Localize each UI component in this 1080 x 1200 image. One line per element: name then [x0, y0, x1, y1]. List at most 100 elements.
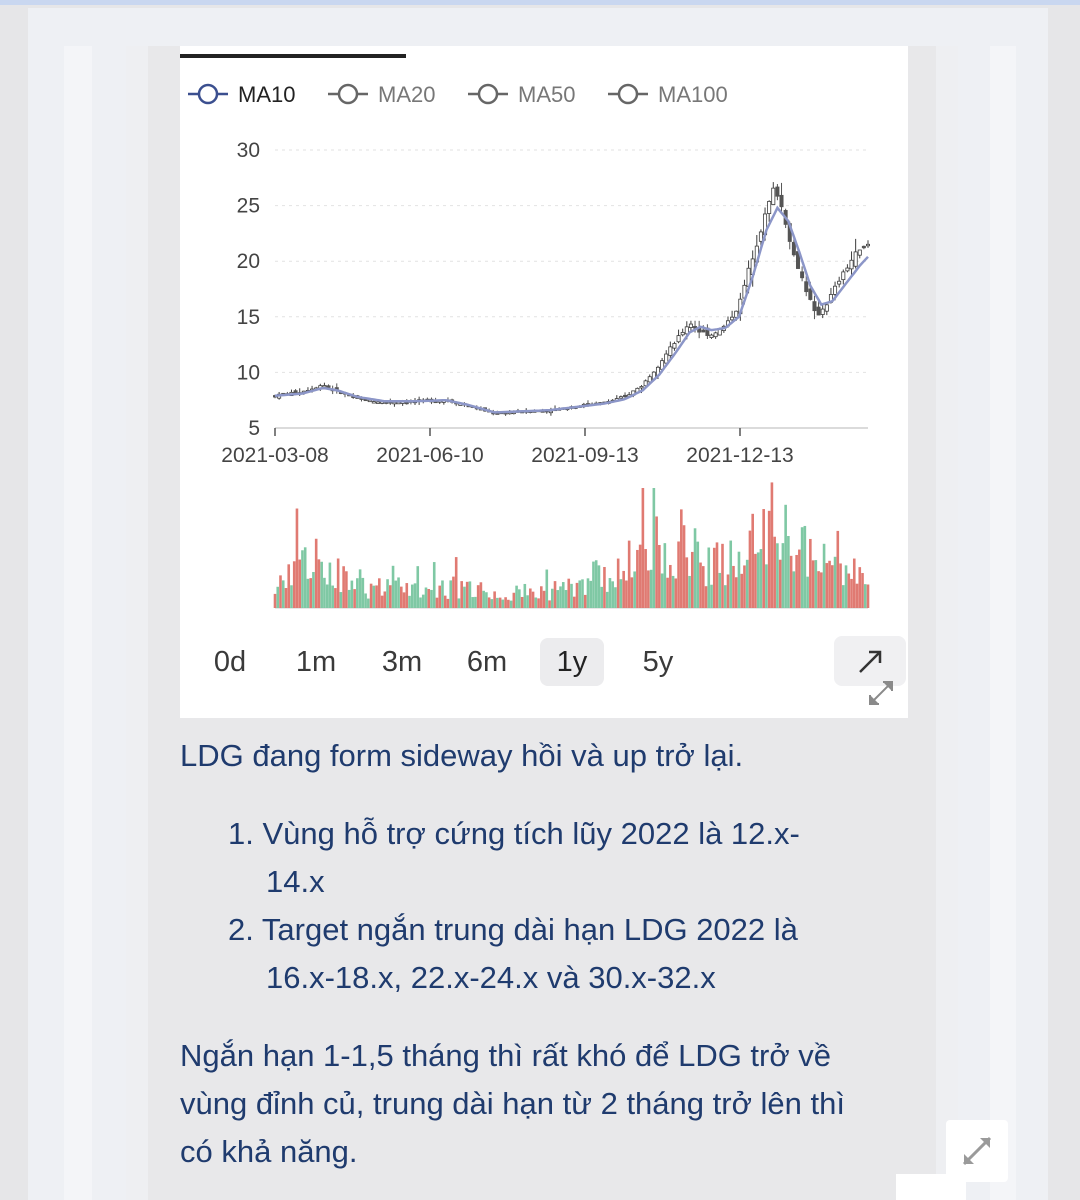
resize-arrows-icon[interactable] — [866, 678, 896, 708]
volume-bar — [718, 572, 722, 608]
x-tick-label: 2021-12-13 — [686, 444, 793, 467]
candle-body — [866, 243, 871, 247]
volume-bar — [416, 566, 420, 608]
range-button-5y[interactable]: 5y — [642, 646, 674, 678]
volume-bar — [858, 567, 862, 608]
volume-bar — [570, 583, 573, 608]
candle-body — [293, 390, 298, 394]
volume-bar — [323, 577, 326, 608]
candle-body — [623, 394, 628, 398]
legend-item-ma20[interactable]: MA20 — [328, 82, 435, 107]
volume-bar — [430, 589, 433, 608]
volume-bar — [625, 580, 628, 608]
candle-body — [375, 401, 380, 404]
volume-bar — [501, 599, 505, 608]
volume-bar — [369, 583, 373, 608]
candle-body — [680, 331, 685, 336]
candle-body — [693, 326, 698, 329]
volume-bar — [852, 558, 856, 608]
volume-bar — [367, 598, 370, 608]
volume-bar — [669, 564, 672, 608]
volume-bar — [636, 549, 639, 608]
volume-bar — [682, 525, 686, 608]
volume-bar — [550, 588, 554, 608]
range-button-0d[interactable]: 0d — [213, 646, 247, 678]
candle-body — [647, 376, 652, 383]
volume-bar — [658, 544, 661, 608]
candle-body — [664, 353, 669, 364]
candle-body — [371, 401, 376, 404]
volume-bar — [405, 583, 409, 608]
volume-bar — [325, 584, 329, 608]
volume-bar — [614, 587, 617, 608]
candle-body — [668, 346, 673, 356]
volume-bar — [798, 549, 801, 608]
volume-bar — [594, 560, 598, 608]
volume-bar — [413, 583, 417, 608]
legend-item-ma100[interactable]: MA100 — [608, 82, 728, 107]
range-button-3m[interactable]: 3m — [381, 646, 423, 678]
volume-bar — [778, 559, 782, 608]
volume-bar — [540, 586, 543, 608]
volume-bar — [468, 581, 472, 608]
volume-bar — [770, 482, 774, 608]
expand-arrow-icon — [859, 650, 882, 673]
fullscreen-button[interactable] — [946, 1120, 1008, 1182]
volume-bar — [350, 580, 354, 608]
post-outro-line-2: vùng đỉnh củ, trung dài hạn từ 2 tháng t… — [180, 1086, 845, 1121]
volume-bar — [537, 598, 540, 608]
candle-body — [767, 200, 772, 214]
volume-bar — [509, 600, 513, 608]
expand-chart-button[interactable] — [834, 636, 906, 686]
candle-body — [804, 281, 809, 293]
volume-bar — [729, 540, 733, 608]
volume-bar — [712, 547, 716, 608]
volume-bar — [756, 552, 760, 608]
volume-bar — [309, 578, 312, 608]
volume-bar — [523, 583, 527, 608]
volume-bar — [476, 585, 480, 608]
volume-bar — [820, 572, 823, 608]
y-axis: 30 25 20 15 10 5 — [237, 139, 260, 440]
volume-bar — [773, 536, 776, 608]
legend-marker-icon — [197, 83, 219, 105]
volume-bar — [715, 542, 719, 608]
volume-bar — [789, 555, 793, 608]
range-button-1y[interactable]: 1y — [540, 638, 604, 686]
candle-body — [639, 386, 644, 389]
volume-bar — [732, 565, 735, 608]
left-strip — [64, 46, 92, 1200]
legend-item-ma10[interactable]: MA10 — [188, 82, 295, 107]
volume-bar — [378, 578, 381, 608]
volume-bar — [828, 560, 831, 608]
candle-body — [808, 288, 813, 300]
post-outro-line-1: Ngắn hạn 1-1,5 tháng thì rất khó để LDG … — [180, 1038, 832, 1073]
volume-bar — [301, 550, 304, 608]
volume-bar — [545, 569, 549, 608]
volume-bar — [292, 561, 296, 608]
y-tick-label: 5 — [248, 417, 260, 440]
volume-bar — [487, 597, 491, 608]
candle-body — [849, 259, 854, 270]
volume-bar — [762, 509, 765, 608]
volume-bar — [427, 588, 431, 608]
volume-bar — [863, 584, 867, 608]
volume-bar — [303, 547, 307, 608]
legend-item-ma50[interactable]: MA50 — [468, 82, 575, 107]
range-button-1m[interactable]: 1m — [295, 646, 337, 678]
right-strip-2 — [936, 46, 958, 1200]
volume-bar — [463, 586, 466, 608]
volume-bar — [391, 565, 395, 608]
candle-body — [676, 335, 681, 343]
list-item-2-line-1: 2. Target ngắn trung dài hạn LDG 2022 là — [228, 912, 798, 947]
volume-bar — [485, 592, 488, 608]
candle-body — [326, 385, 331, 388]
volume-bar — [666, 577, 669, 608]
volume-bar — [622, 570, 625, 608]
ma10-line — [274, 205, 869, 414]
volume-bar — [583, 594, 587, 608]
volume-bar — [663, 543, 667, 608]
range-button-6m[interactable]: 6m — [466, 646, 508, 678]
volume-bar — [520, 596, 524, 608]
list-item-2-line-2: 16.x-18.x, 22.x-24.x và 30.x-32.x — [266, 960, 716, 995]
